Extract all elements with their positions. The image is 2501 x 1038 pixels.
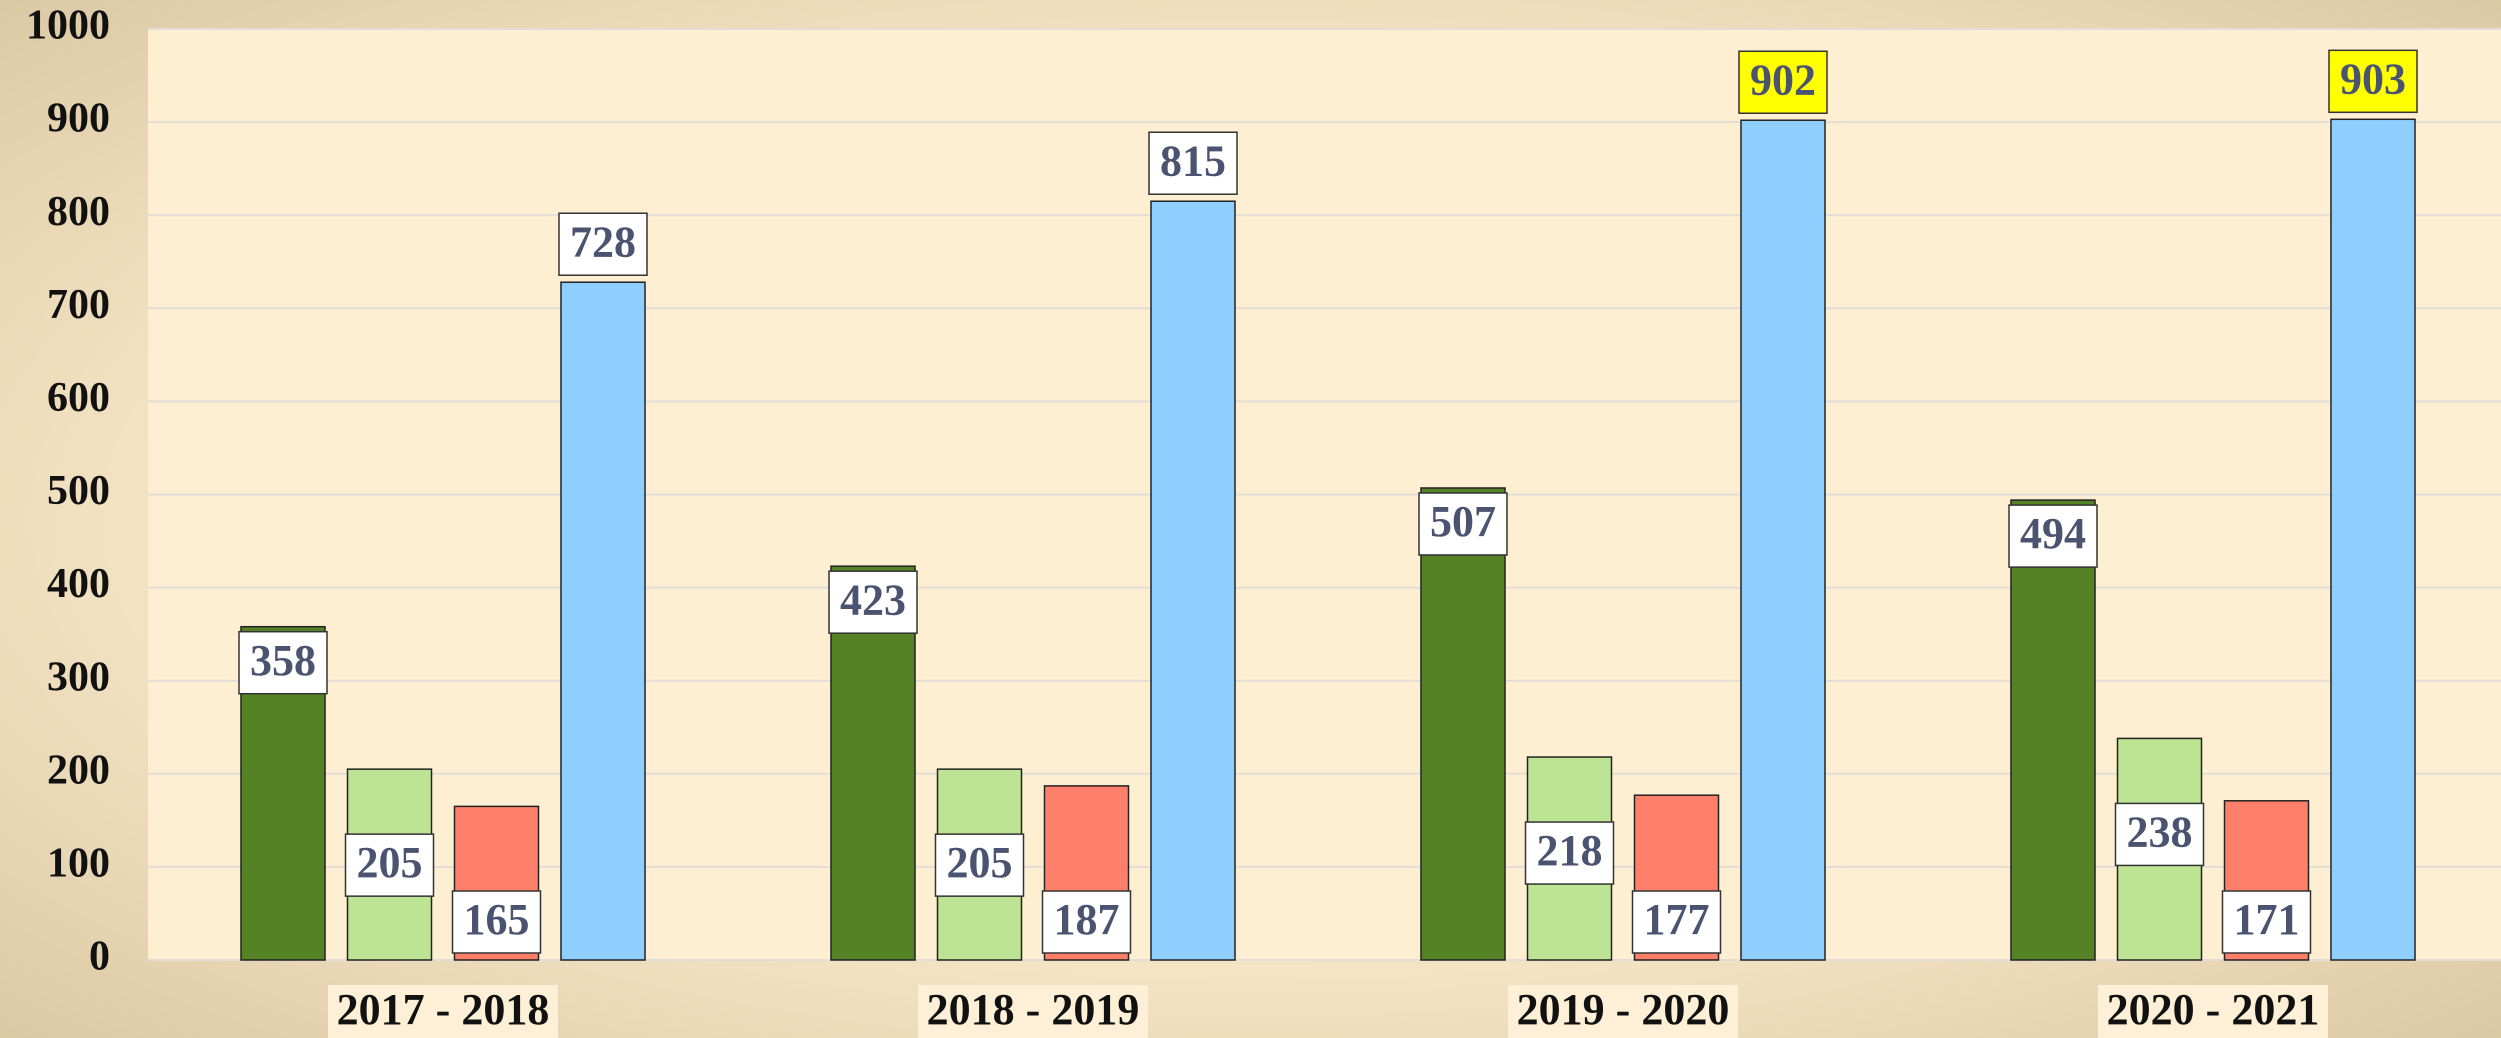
value-label: 494 xyxy=(2020,509,2086,558)
value-label-box xyxy=(2221,890,2312,954)
bar xyxy=(1420,487,1506,961)
value-label: 205 xyxy=(947,838,1013,887)
value-label-box xyxy=(1631,890,1722,954)
value-label-box xyxy=(451,890,542,954)
bar xyxy=(1740,119,1826,961)
value-label: 423 xyxy=(840,575,906,624)
value-label-box xyxy=(1041,890,1132,954)
value-label: 205 xyxy=(357,838,423,887)
value-label-box xyxy=(1738,50,1828,114)
y-tick-label: 500 xyxy=(47,468,110,514)
y-tick-label: 300 xyxy=(47,654,110,700)
value-label-box xyxy=(558,212,648,276)
value-label-box xyxy=(344,833,435,897)
value-label: 358 xyxy=(250,636,316,685)
y-tick-label: 100 xyxy=(47,841,110,887)
value-label: 815 xyxy=(1160,136,1226,185)
y-tick-label: 400 xyxy=(47,561,110,607)
x-tick-label: 2018 - 2019 xyxy=(927,985,1140,1034)
bar xyxy=(2330,118,2416,961)
y-tick-label: 200 xyxy=(47,747,110,793)
value-label: 903 xyxy=(2340,54,2406,103)
value-label: 902 xyxy=(1750,55,1816,104)
y-tick-label: 900 xyxy=(47,96,110,142)
value-label-box xyxy=(1148,131,1238,195)
value-label-box xyxy=(2328,49,2418,114)
x-tick-label: 2017 - 2018 xyxy=(337,985,550,1034)
bar xyxy=(2010,499,2096,961)
value-label: 177 xyxy=(1644,895,1710,944)
x-label-bg xyxy=(1508,985,1738,1038)
value-label-box xyxy=(1524,821,1615,885)
y-tick-label: 700 xyxy=(47,282,110,328)
value-label-box xyxy=(934,833,1025,897)
value-label: 238 xyxy=(2127,808,2193,857)
y-tick-label: 0 xyxy=(89,934,110,980)
value-label-box xyxy=(828,570,918,634)
x-label-bg xyxy=(918,985,1148,1038)
value-label-box xyxy=(2008,504,2098,568)
value-label: 218 xyxy=(1537,826,1603,875)
value-label-box xyxy=(2114,802,2205,867)
x-tick-label: 2019 - 2020 xyxy=(1517,985,1730,1034)
value-label-box xyxy=(238,630,328,695)
y-tick-label: 1000 xyxy=(26,3,110,49)
bar xyxy=(560,281,646,961)
x-label-bg xyxy=(328,985,558,1038)
value-label-box xyxy=(1418,492,1508,556)
value-label: 728 xyxy=(570,217,636,266)
value-label: 187 xyxy=(1054,895,1120,944)
value-label: 507 xyxy=(1430,497,1496,546)
value-label: 165 xyxy=(464,895,530,944)
value-label: 171 xyxy=(2234,895,2300,944)
y-tick-label: 800 xyxy=(47,189,110,235)
y-tick-label: 600 xyxy=(47,375,110,421)
bar xyxy=(1150,200,1236,961)
x-label-bg xyxy=(2098,985,2328,1038)
x-tick-label: 2020 - 2021 xyxy=(2107,985,2320,1034)
